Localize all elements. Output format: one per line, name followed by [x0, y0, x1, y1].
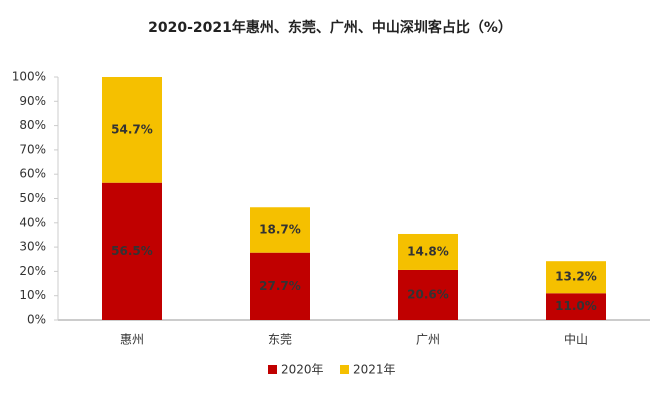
y-tick-label: 40% [19, 215, 46, 229]
value-label: 20.6% [407, 287, 449, 301]
chart-title: 2020-2021年惠州、东莞、广州、中山深圳客占比（%） [148, 19, 512, 36]
x-tick-label: 中山 [564, 332, 588, 347]
bar-segment [546, 293, 606, 320]
y-tick-label: 90% [19, 94, 46, 108]
y-tick-label: 80% [19, 118, 46, 132]
value-label: 11.0% [555, 299, 597, 313]
bar-segment [546, 261, 606, 294]
y-tick-label: 70% [19, 142, 46, 156]
value-label: 13.2% [555, 270, 597, 284]
bar-segment [398, 269, 458, 320]
y-tick-label: 60% [19, 167, 46, 181]
y-tick-label: 50% [19, 191, 46, 205]
y-tick-label: 0% [27, 313, 46, 327]
bar-segment [102, 182, 162, 320]
value-label: 18.7% [259, 222, 301, 236]
bar-segment [102, 77, 162, 183]
legend-swatch [268, 365, 277, 374]
x-tick-label: 惠州 [120, 333, 144, 347]
y-tick-label: 100% [12, 70, 46, 84]
plot-area [102, 77, 606, 320]
y-tick-label: 20% [19, 264, 46, 278]
y-tick-label: 10% [19, 288, 46, 302]
bar-segment [250, 207, 310, 253]
legend-label: 2020年 [281, 363, 324, 377]
x-tick-label: 东莞 [268, 333, 292, 347]
bar-segment [398, 233, 458, 270]
value-label: 54.7% [111, 122, 153, 136]
value-label: 56.5% [111, 244, 153, 258]
y-tick-label: 30% [19, 240, 46, 254]
bar-segment [250, 252, 310, 320]
x-tick-label: 广州 [416, 333, 440, 347]
legend-swatch [340, 365, 349, 374]
value-label: 14.8% [407, 244, 449, 258]
legend-label: 2021年 [353, 363, 396, 377]
value-label: 27.7% [259, 279, 301, 293]
